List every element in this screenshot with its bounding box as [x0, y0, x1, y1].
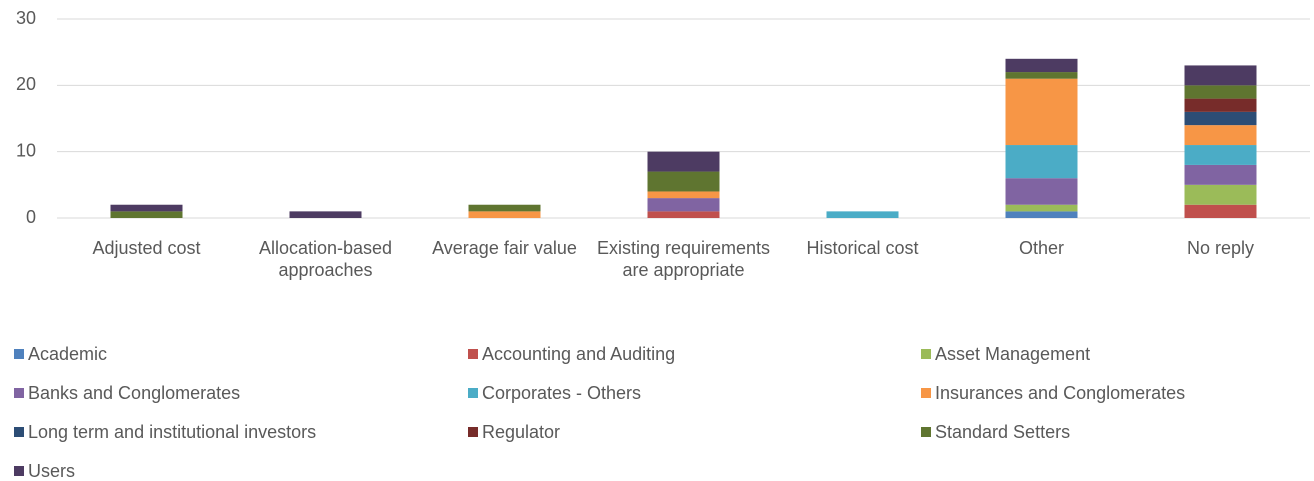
bar-segment	[110, 204, 183, 212]
bar-segment	[1184, 145, 1257, 165]
legend-item: Accounting and Auditing	[468, 342, 675, 366]
legend-label: Banks and Conglomerates	[28, 382, 241, 403]
legend-item: Corporates - Others	[468, 381, 641, 405]
legend-item: Standard Setters	[921, 420, 1070, 444]
legend-swatch	[921, 349, 931, 359]
legend-swatch	[14, 349, 24, 359]
legend-swatch	[921, 388, 931, 398]
legend-item: Users	[14, 459, 75, 481]
bar-segment	[1184, 65, 1257, 86]
legend-label: Insurances and Conglomerates	[935, 382, 1186, 403]
legend-swatch	[468, 427, 478, 437]
bar-segment	[1184, 111, 1257, 126]
y-tick-label: 10	[16, 140, 36, 160]
y-tick-label: 30	[16, 8, 36, 28]
y-tick-label: 0	[26, 207, 36, 227]
x-tick-label: Adjusted cost	[92, 238, 201, 258]
legend-item: Academic	[14, 342, 107, 366]
legend-swatch	[468, 388, 478, 398]
bar-segment	[468, 204, 541, 212]
bar-segment	[1005, 178, 1078, 205]
bar-segment	[1184, 184, 1257, 205]
legend-swatch	[14, 466, 24, 476]
bar-segment	[1005, 211, 1078, 218]
legend-label: Long term and institutional investors	[28, 421, 317, 442]
bar-segment	[647, 211, 720, 218]
bar-segment	[1184, 125, 1257, 146]
x-tick-label: No reply	[1186, 238, 1255, 258]
bar-segment	[647, 171, 720, 192]
bar-segment	[826, 211, 899, 218]
x-tick-label: Allocation-based approaches	[258, 238, 393, 280]
legend-item: Banks and Conglomerates	[14, 381, 240, 405]
legend-item: Insurances and Conglomerates	[921, 381, 1185, 405]
legend-label: Regulator	[482, 421, 561, 442]
bar-segment	[647, 198, 720, 212]
bar-segment	[110, 211, 183, 218]
legend-item: Long term and institutional investors	[14, 420, 316, 444]
bar-segment	[1005, 58, 1078, 73]
bar-segment	[1184, 164, 1257, 185]
legend-item: Asset Management	[921, 342, 1090, 366]
bar-segment	[647, 191, 720, 199]
legend-label: Corporates - Others	[482, 382, 642, 403]
y-tick-label: 20	[16, 74, 36, 94]
bar-segment	[1005, 72, 1078, 79]
bar-segment	[1184, 98, 1257, 112]
bar-segment	[289, 211, 362, 218]
legend-label: Users	[28, 460, 76, 481]
legend-label: Asset Management	[935, 343, 1091, 364]
bar-segment	[1184, 204, 1257, 218]
legend-label: Accounting and Auditing	[482, 343, 676, 364]
bar-segment	[1184, 85, 1257, 99]
x-tick-label: Other	[1018, 238, 1065, 258]
bar-segment	[647, 151, 720, 172]
legend-swatch	[14, 388, 24, 398]
legend-label: Standard Setters	[935, 421, 1071, 442]
x-tick-label: Existing requirements are appropriate	[596, 238, 771, 280]
legend-label: Academic	[28, 343, 108, 364]
bar-segment	[1005, 78, 1078, 146]
x-tick-label: Historical cost	[806, 238, 919, 258]
bar-segment	[1005, 204, 1078, 212]
legend-item: Regulator	[468, 420, 560, 444]
legend-swatch	[468, 349, 478, 359]
x-tick-label: Average fair value	[432, 238, 577, 258]
legend-swatch	[14, 427, 24, 437]
bar-segment	[1005, 145, 1078, 179]
bar-segment	[468, 211, 541, 218]
legend-swatch	[921, 427, 931, 437]
